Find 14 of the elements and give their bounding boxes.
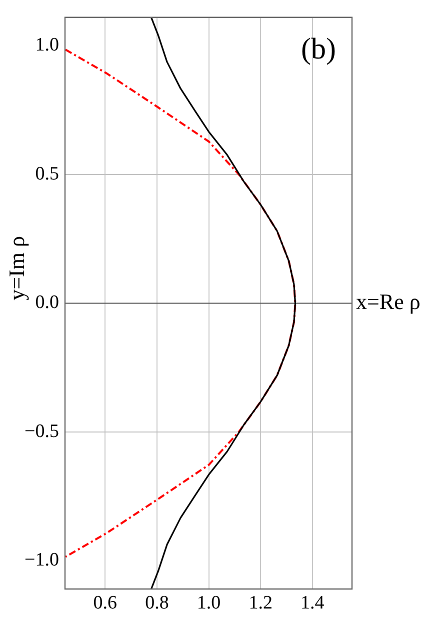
y-tick-label: 0.5: [35, 163, 59, 184]
y-tick-label: 1.0: [35, 34, 59, 56]
y-tick-label: −0.5: [24, 420, 59, 442]
x-tick-label: 0.8: [145, 592, 169, 614]
line-series: [65, 48, 296, 558]
y-tick-label: −1.0: [24, 550, 59, 571]
x-tick-label: 1.0: [196, 592, 221, 614]
x-tick-label: 0.6: [93, 592, 118, 614]
annotation: (b): [301, 32, 336, 66]
y-axis-title: y=Im ρ: [4, 236, 29, 300]
x-tick-label: 1.2: [248, 592, 272, 614]
x-axis-title: x=Re ρ: [356, 288, 420, 314]
y-tick-label: 0.0: [35, 292, 59, 314]
x-tick-label: 1.4: [300, 592, 325, 614]
